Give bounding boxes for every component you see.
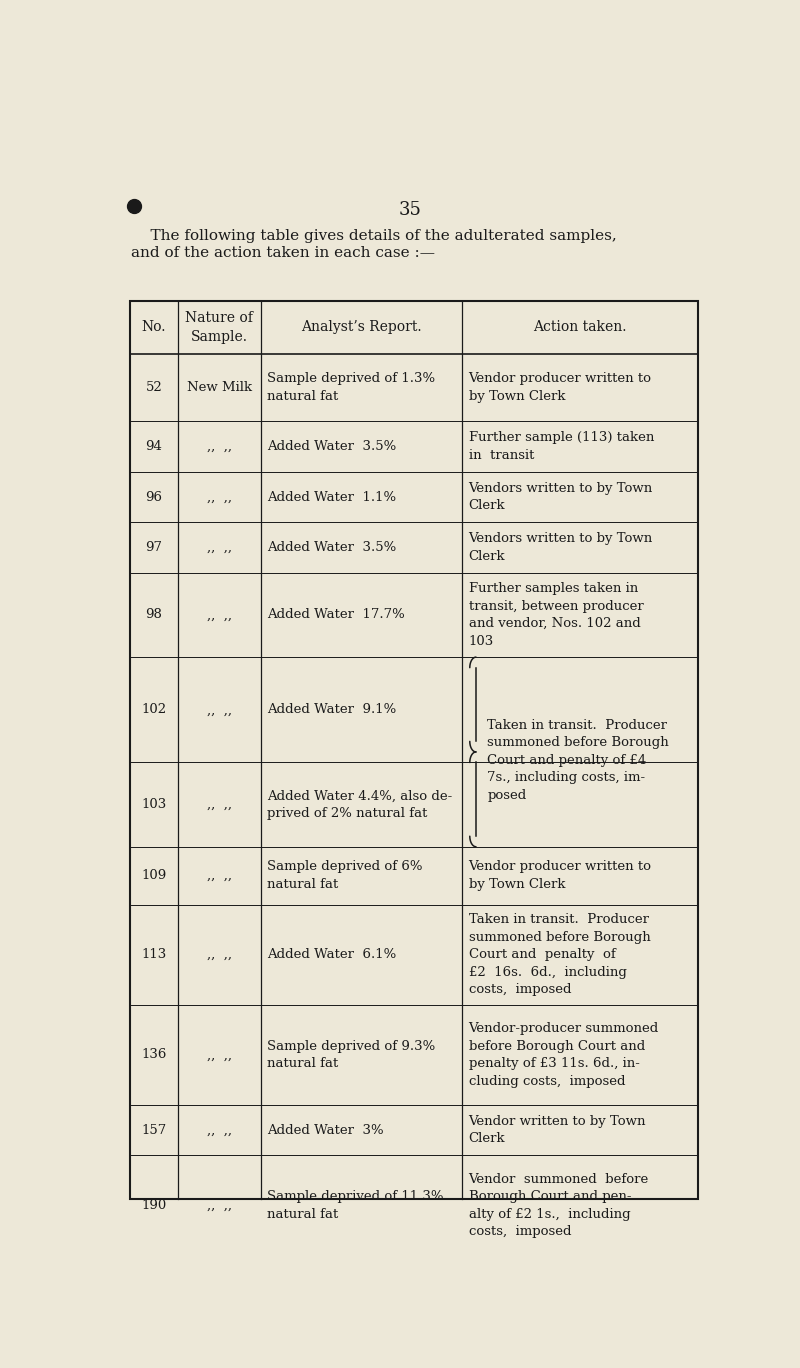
- Text: No.: No.: [142, 320, 166, 334]
- Text: ,,  ,,: ,, ,,: [207, 869, 232, 882]
- Text: Vendor-producer summoned
before Borough Court and
penalty of £3 11s. 6d., in-
cl: Vendor-producer summoned before Borough …: [469, 1022, 659, 1088]
- Text: Added Water  3%: Added Water 3%: [266, 1123, 383, 1137]
- Text: 103: 103: [142, 798, 166, 811]
- Bar: [130, 301, 698, 1198]
- Text: Vendors written to by Town
Clerk: Vendors written to by Town Clerk: [469, 482, 653, 512]
- Text: ,,  ,,: ,, ,,: [207, 491, 232, 503]
- Text: Added Water  9.1%: Added Water 9.1%: [266, 703, 396, 717]
- Text: 94: 94: [146, 440, 162, 453]
- Text: 52: 52: [146, 380, 162, 394]
- Text: Further samples taken in
transit, between producer
and vendor, Nos. 102 and
103: Further samples taken in transit, betwee…: [469, 583, 643, 648]
- Text: Analyst’s Report.: Analyst’s Report.: [301, 320, 422, 334]
- Text: Action taken.: Action taken.: [534, 320, 627, 334]
- Text: New Milk: New Milk: [186, 380, 252, 394]
- Text: 98: 98: [146, 609, 162, 621]
- Text: Sample deprived of 1.3%
natural fat: Sample deprived of 1.3% natural fat: [266, 372, 435, 402]
- Text: ,,  ,,: ,, ,,: [207, 1198, 232, 1212]
- Text: ,,  ,,: ,, ,,: [207, 1048, 232, 1062]
- Text: Taken in transit.  Producer
summoned before Borough
Court and penalty of £4
7s.,: Taken in transit. Producer summoned befo…: [487, 718, 669, 802]
- Text: Added Water  1.1%: Added Water 1.1%: [266, 491, 396, 503]
- Text: 113: 113: [142, 948, 166, 962]
- Text: ,,  ,,: ,, ,,: [207, 440, 232, 453]
- Text: Added Water 4.4%, also de-
prived of 2% natural fat: Added Water 4.4%, also de- prived of 2% …: [266, 789, 452, 819]
- Text: Vendors written to by Town
Clerk: Vendors written to by Town Clerk: [469, 532, 653, 562]
- Text: ,,  ,,: ,, ,,: [207, 703, 232, 717]
- Text: Vendor written to by Town
Clerk: Vendor written to by Town Clerk: [469, 1115, 646, 1145]
- Text: Vendor  summoned  before
Borough Court and pen-
alty of £2 1s.,  including
costs: Vendor summoned before Borough Court and…: [469, 1172, 649, 1238]
- Text: ,,  ,,: ,, ,,: [207, 1123, 232, 1137]
- Text: Added Water  3.5%: Added Water 3.5%: [266, 440, 396, 453]
- Text: 102: 102: [142, 703, 166, 717]
- Text: Sample deprived of 11.3%
natural fat: Sample deprived of 11.3% natural fat: [266, 1190, 443, 1220]
- Text: Nature of
Sample.: Nature of Sample.: [186, 312, 254, 343]
- Text: ,,  ,,: ,, ,,: [207, 609, 232, 621]
- Text: Added Water  3.5%: Added Water 3.5%: [266, 542, 396, 554]
- Text: ,,  ,,: ,, ,,: [207, 948, 232, 962]
- Text: The following table gives details of the adulterated samples,: The following table gives details of the…: [131, 230, 617, 244]
- Text: Added Water  17.7%: Added Water 17.7%: [266, 609, 405, 621]
- Text: 136: 136: [142, 1048, 166, 1062]
- Text: 35: 35: [398, 201, 422, 219]
- Text: Further sample (113) taken
in  transit: Further sample (113) taken in transit: [469, 431, 654, 462]
- Text: Vendor producer written to
by Town Clerk: Vendor producer written to by Town Clerk: [469, 372, 651, 402]
- Text: 96: 96: [146, 491, 162, 503]
- Text: and of the action taken in each case :—: and of the action taken in each case :—: [131, 246, 435, 260]
- Text: Vendor producer written to
by Town Clerk: Vendor producer written to by Town Clerk: [469, 860, 651, 891]
- Text: Added Water  6.1%: Added Water 6.1%: [266, 948, 396, 962]
- Text: Sample deprived of 6%
natural fat: Sample deprived of 6% natural fat: [266, 860, 422, 891]
- Text: Sample deprived of 9.3%
natural fat: Sample deprived of 9.3% natural fat: [266, 1040, 435, 1070]
- Text: ,,  ,,: ,, ,,: [207, 798, 232, 811]
- Text: Taken in transit.  Producer
summoned before Borough
Court and  penalty  of
£2  1: Taken in transit. Producer summoned befo…: [469, 914, 650, 996]
- Text: 109: 109: [142, 869, 166, 882]
- Text: ,,  ,,: ,, ,,: [207, 542, 232, 554]
- Text: 157: 157: [142, 1123, 166, 1137]
- Text: 190: 190: [142, 1198, 166, 1212]
- Text: 97: 97: [146, 542, 162, 554]
